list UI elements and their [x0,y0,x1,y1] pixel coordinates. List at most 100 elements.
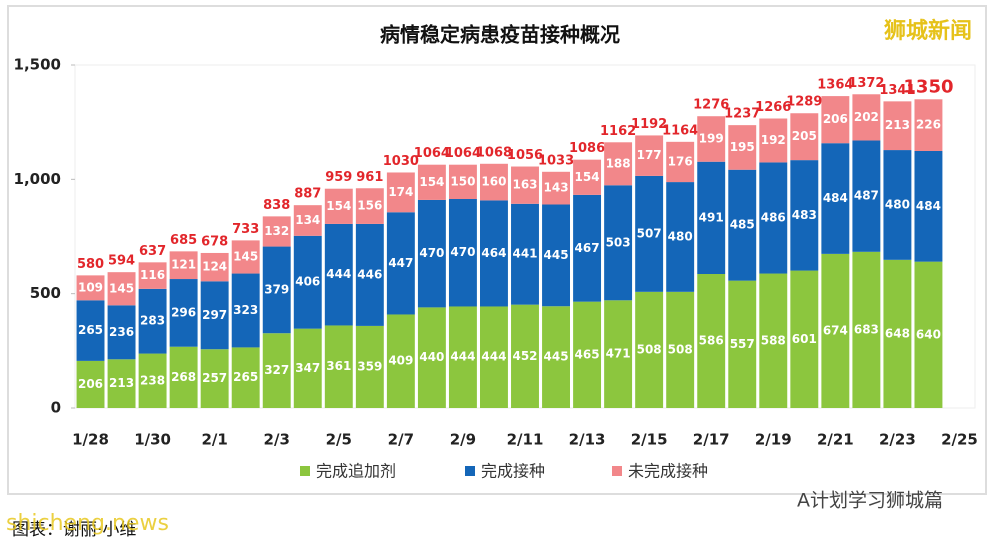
segment-label: 491 [699,210,724,224]
bar-segment [448,306,477,408]
bar-segment [883,259,912,408]
total-label: 1341 [879,83,915,98]
total-label: 887 [294,187,321,202]
segment-label: 213 [885,118,910,132]
segment-label: 480 [668,229,693,243]
legend-swatch [300,466,310,476]
total-label: 1364 [817,78,853,93]
bar-segment [480,163,508,201]
segment-label: 206 [823,112,848,126]
segment-label: 195 [730,140,755,154]
segment-label: 445 [544,350,569,364]
segment-label: 202 [854,110,879,124]
bar-segment [355,223,384,326]
segment-label: 143 [544,181,569,195]
segment-label: 480 [885,197,910,211]
segment-label: 588 [761,333,786,347]
segment-label: 145 [233,249,258,263]
bar-segment [169,251,198,280]
segment-label: 648 [885,326,910,340]
total-label: 1237 [724,107,760,122]
total-label: 1192 [631,117,667,132]
segment-label: 508 [637,342,662,356]
bar-segment [604,185,633,301]
bar-segment [821,253,850,408]
bar-segment [231,240,260,274]
bar-segment [417,307,446,408]
bar-segment [697,116,726,162]
total-label: 961 [356,170,383,185]
segment-label: 150 [450,174,475,188]
segment-label: 441 [512,247,537,261]
bar-segment [262,333,291,408]
bar-segment [511,304,539,408]
total-label: 1064 [414,146,450,161]
segment-label: 174 [388,185,413,199]
total-label: 1064 [445,146,481,161]
bar-segment [790,113,819,161]
total-label: 1033 [538,153,574,168]
bar-segment [417,199,446,308]
y-tick-label: 500 [30,284,61,302]
segment-label: 464 [481,246,506,260]
segment-label: 236 [109,325,134,339]
segment-label: 134 [295,213,320,227]
segment-label: 199 [699,131,724,145]
total-label: 580 [77,257,104,272]
logo: 狮城新闻 [884,18,972,44]
segment-label: 109 [78,280,103,294]
segment-label: 359 [357,359,382,373]
bar-segment [821,96,850,144]
site: shicheng.news [6,511,169,536]
y-tick-label: 1,000 [14,170,61,188]
segment-label: 206 [78,377,103,391]
segment-label: 640 [916,327,941,341]
bar-segment [324,223,353,326]
total-label: 1056 [507,148,543,163]
total-label: 1030 [383,154,419,169]
segment-label: 177 [637,148,662,162]
segment-label: 213 [109,376,134,390]
bar-segment [542,306,570,408]
bar-segment [480,200,508,307]
total-label: 1350 [903,76,953,97]
bar-segment [914,150,943,262]
bar-segment [386,314,415,408]
x-tick-label: 2/3 [264,431,290,449]
bar-segment [883,101,912,151]
bar-segment [386,212,415,315]
segment-label: 683 [854,322,879,336]
chart-title: 病情稳定病患疫苗接种概况 [380,23,620,47]
segment-label: 297 [202,308,227,322]
x-tick-label: 2/21 [817,431,854,449]
bar-segment [355,188,384,224]
segment-label: 379 [264,282,289,296]
segment-label: 601 [792,332,817,346]
segment-label: 296 [171,305,196,319]
y-tick-label: 0 [51,399,61,417]
bar-segment [604,300,633,408]
total-label: 637 [139,244,166,259]
segment-label: 176 [668,154,693,168]
bar-segment [821,143,850,254]
total-label: 1086 [569,141,605,156]
bar-segment [790,270,819,408]
legend-label: 未完成接种 [628,462,708,481]
segment-label: 467 [575,241,600,255]
total-label: 838 [263,198,290,213]
segment-label: 557 [730,337,755,351]
segment-label: 446 [357,267,382,281]
x-tick-label: 2/7 [388,431,414,449]
segment-label: 445 [544,248,569,262]
segment-label: 327 [264,363,289,377]
x-tick-label: 2/13 [569,431,606,449]
total-label: 1276 [693,98,729,113]
segment-label: 124 [202,260,227,274]
bar-segment [790,160,819,271]
bar-segment [635,135,664,176]
bar-segment [231,273,260,348]
segment-label: 116 [140,268,165,282]
bar-segment [573,159,602,195]
segment-label: 465 [575,347,600,361]
